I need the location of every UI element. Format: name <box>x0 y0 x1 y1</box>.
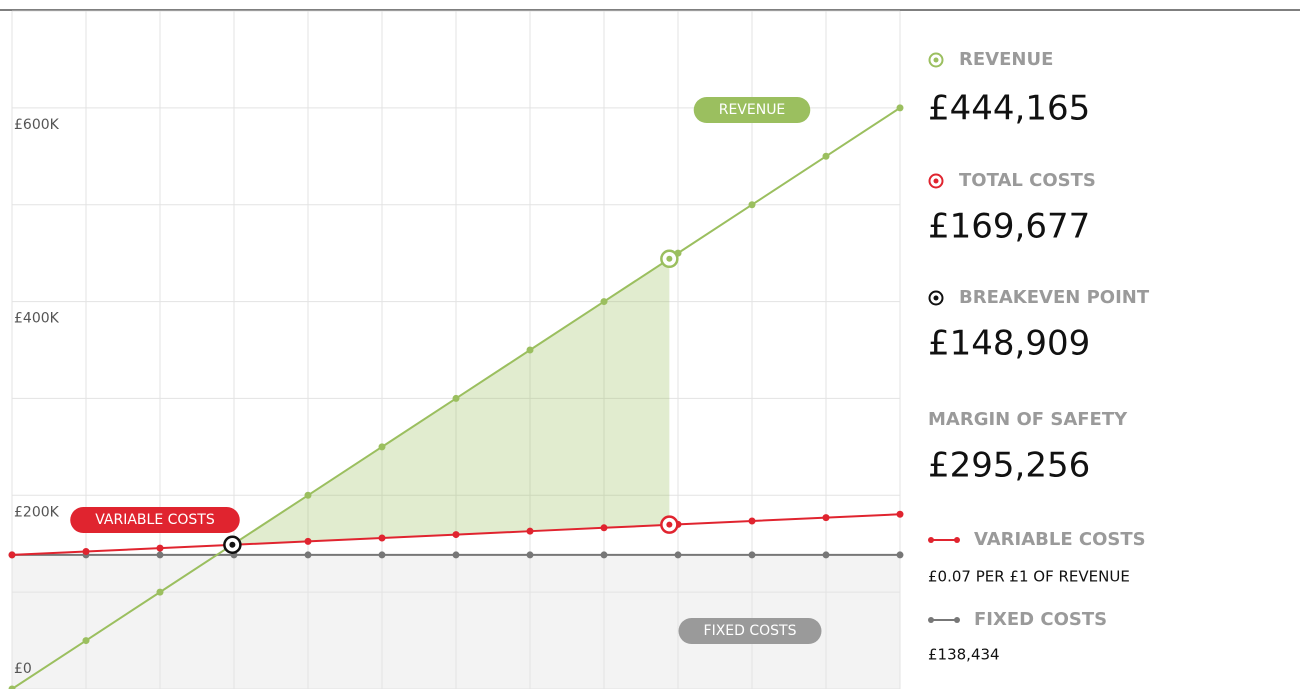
series-dot <box>896 104 904 112</box>
plot: £0 £200K £400K £600K REVENUE VARIABLE COSTS FI… <box>8 10 904 689</box>
panel-value: £0.07 PER £1 OF REVENUE <box>928 568 1130 586</box>
series-dot <box>8 551 16 559</box>
y-tick-label: £0 <box>14 661 32 677</box>
series-dot <box>526 346 534 354</box>
series-dot <box>304 551 312 559</box>
series-dot <box>82 548 90 556</box>
panel-icon <box>928 52 944 68</box>
panel-label: MARGIN OF SAFETY <box>928 409 1128 430</box>
series-dot <box>304 537 312 545</box>
panel-label: BREAKEVEN POINT <box>959 287 1150 308</box>
series-dot <box>452 551 460 559</box>
series-dot <box>8 685 16 689</box>
panel-label: TOTAL COSTS <box>959 170 1096 191</box>
panel-icon <box>954 617 960 623</box>
series-dot <box>896 510 904 518</box>
highlight-dot <box>666 521 673 528</box>
panel-value: £138,434 <box>928 646 1000 664</box>
series-pill <box>70 507 240 533</box>
series-dot <box>674 551 682 559</box>
series-dot <box>378 534 386 542</box>
highlight-dot <box>666 255 673 262</box>
panel-icon <box>928 290 944 306</box>
series-dot <box>822 551 830 559</box>
series-dot <box>526 551 534 559</box>
panel-icon <box>928 173 944 189</box>
series-dot <box>452 394 460 402</box>
y-tick-label: £400K <box>14 311 60 327</box>
series-pill-label: REVENUE <box>719 102 786 118</box>
series-dot <box>822 152 830 160</box>
highlight-dot <box>229 541 236 548</box>
panel-icon <box>933 178 939 184</box>
series-dot <box>156 544 164 552</box>
panel-icon <box>933 57 939 63</box>
panel-icon <box>928 617 934 623</box>
series-dot <box>748 201 756 209</box>
panel-value: £295,256 <box>928 446 1090 486</box>
series-pill <box>678 618 822 644</box>
series-dot <box>378 443 386 451</box>
panel-label: FIXED COSTS <box>974 609 1107 630</box>
series-dot <box>378 551 386 559</box>
series-dot <box>896 551 904 559</box>
panel-label: VARIABLE COSTS <box>974 529 1146 550</box>
panel-icon <box>933 295 939 301</box>
series-pill <box>693 97 811 123</box>
series-dot <box>822 514 830 522</box>
series-dot <box>526 527 534 535</box>
series-dot <box>156 588 164 596</box>
panel-value: £444,165 <box>928 89 1090 129</box>
series-dot <box>600 551 608 559</box>
series-dot <box>156 551 164 559</box>
series-pill-label: VARIABLE COSTS <box>95 512 215 528</box>
series-pill-label: FIXED COSTS <box>704 623 797 639</box>
series-dot <box>82 637 90 645</box>
series-dot <box>452 531 460 539</box>
panel-value: £169,677 <box>928 207 1090 247</box>
series-dot <box>600 524 608 532</box>
panel-value: £148,909 <box>928 324 1090 364</box>
series-dot <box>748 517 756 525</box>
series-dot <box>600 298 608 306</box>
y-tick-label: £200K <box>14 504 60 520</box>
panel-icon <box>954 537 960 543</box>
panel-label: REVENUE <box>959 49 1053 70</box>
series-dot <box>304 491 312 499</box>
series-dot <box>748 551 756 559</box>
y-tick-label: £600K <box>14 117 60 133</box>
panel-icon <box>928 537 934 543</box>
